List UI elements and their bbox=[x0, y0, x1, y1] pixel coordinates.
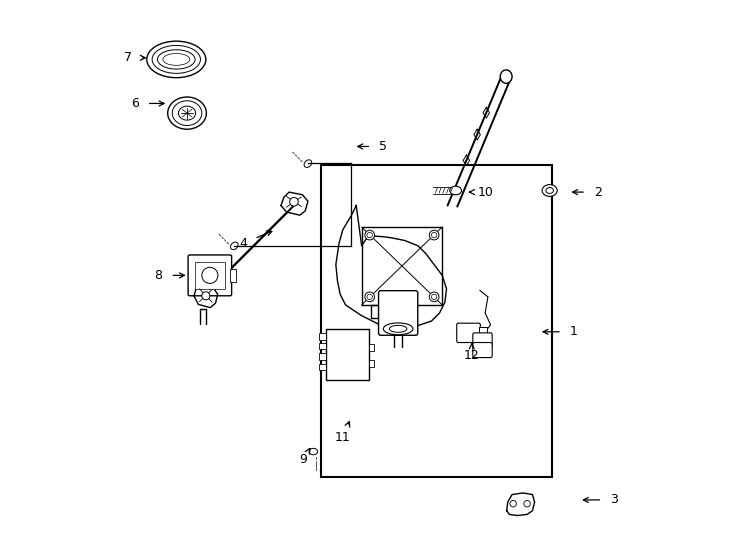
Bar bbox=[319, 353, 326, 360]
Ellipse shape bbox=[304, 160, 312, 167]
Text: 5: 5 bbox=[379, 140, 387, 153]
Text: 2: 2 bbox=[594, 186, 602, 199]
Text: 7: 7 bbox=[124, 51, 132, 64]
Text: 8: 8 bbox=[155, 269, 162, 282]
Bar bbox=[319, 342, 326, 349]
Ellipse shape bbox=[524, 501, 531, 507]
Bar bbox=[326, 329, 368, 380]
Text: 11: 11 bbox=[335, 431, 351, 444]
Text: 4: 4 bbox=[239, 237, 247, 249]
Ellipse shape bbox=[290, 198, 298, 206]
Text: 12: 12 bbox=[464, 349, 479, 362]
Ellipse shape bbox=[147, 41, 206, 78]
Ellipse shape bbox=[429, 292, 439, 302]
Bar bbox=[319, 364, 326, 370]
Bar bbox=[368, 360, 374, 367]
Ellipse shape bbox=[202, 292, 210, 300]
Ellipse shape bbox=[450, 186, 462, 195]
FancyBboxPatch shape bbox=[457, 323, 480, 342]
Text: 9: 9 bbox=[299, 453, 308, 465]
Ellipse shape bbox=[365, 230, 374, 240]
Ellipse shape bbox=[432, 294, 437, 300]
Ellipse shape bbox=[367, 294, 372, 300]
Ellipse shape bbox=[510, 501, 516, 507]
FancyBboxPatch shape bbox=[379, 291, 418, 335]
Text: 6: 6 bbox=[131, 97, 139, 110]
Ellipse shape bbox=[309, 448, 318, 455]
Ellipse shape bbox=[429, 230, 439, 240]
FancyBboxPatch shape bbox=[473, 333, 493, 348]
Ellipse shape bbox=[390, 325, 407, 332]
Ellipse shape bbox=[501, 70, 512, 83]
Text: 10: 10 bbox=[477, 186, 493, 199]
Ellipse shape bbox=[202, 267, 218, 284]
Ellipse shape bbox=[432, 232, 437, 238]
Bar bbox=[230, 269, 236, 282]
Text: 1: 1 bbox=[570, 325, 578, 338]
Polygon shape bbox=[194, 284, 218, 308]
Bar bbox=[321, 165, 553, 477]
Bar bbox=[479, 327, 487, 338]
Ellipse shape bbox=[163, 53, 189, 65]
Polygon shape bbox=[506, 493, 534, 516]
Ellipse shape bbox=[178, 106, 196, 120]
FancyBboxPatch shape bbox=[188, 255, 232, 296]
Text: 3: 3 bbox=[610, 494, 618, 507]
Ellipse shape bbox=[230, 242, 238, 249]
Bar bbox=[368, 344, 374, 350]
Ellipse shape bbox=[383, 323, 413, 335]
Bar bbox=[195, 262, 225, 289]
Ellipse shape bbox=[167, 97, 206, 129]
Ellipse shape bbox=[158, 50, 195, 69]
Polygon shape bbox=[336, 206, 446, 329]
Ellipse shape bbox=[367, 232, 372, 238]
Ellipse shape bbox=[152, 45, 200, 73]
Bar bbox=[319, 333, 326, 340]
FancyBboxPatch shape bbox=[473, 342, 493, 357]
Ellipse shape bbox=[542, 185, 557, 197]
Ellipse shape bbox=[546, 187, 553, 193]
Polygon shape bbox=[281, 192, 308, 215]
Ellipse shape bbox=[172, 101, 202, 125]
Ellipse shape bbox=[365, 292, 374, 302]
